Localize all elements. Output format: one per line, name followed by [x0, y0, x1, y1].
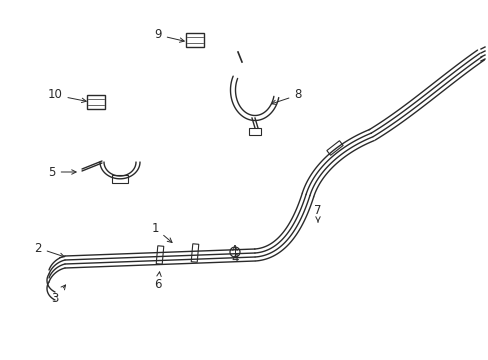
Text: 5: 5 — [48, 166, 76, 179]
Text: 8: 8 — [271, 89, 301, 104]
Text: 6: 6 — [154, 272, 162, 292]
Text: 10: 10 — [47, 89, 86, 103]
Bar — [191, 244, 198, 262]
Text: 3: 3 — [51, 285, 65, 305]
Bar — [248, 128, 261, 135]
Text: 1: 1 — [151, 221, 172, 243]
Bar — [112, 175, 128, 183]
FancyBboxPatch shape — [185, 33, 203, 47]
Text: 2: 2 — [34, 242, 64, 257]
Bar — [156, 246, 163, 264]
Bar — [326, 141, 343, 155]
FancyBboxPatch shape — [87, 95, 105, 109]
Text: 9: 9 — [154, 28, 184, 42]
Text: 4: 4 — [231, 246, 238, 265]
Text: 7: 7 — [314, 203, 321, 222]
